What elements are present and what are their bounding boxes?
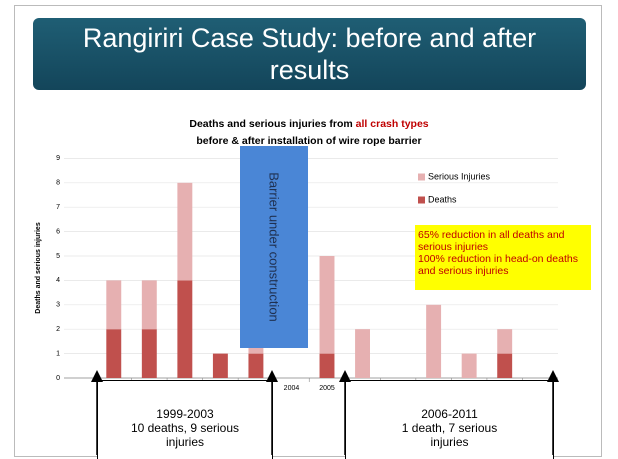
legend-swatch	[418, 196, 425, 204]
chart-title-highlight: all crash types	[356, 118, 429, 130]
note-box: 65% reduction in all deaths and serious …	[415, 225, 591, 290]
y-tick-label: 1	[56, 350, 60, 357]
bar	[106, 280, 122, 330]
y-tick-label: 9	[56, 155, 60, 162]
y-tick-label: 4	[56, 277, 60, 284]
period-range: 2006-2011	[421, 407, 478, 421]
x-tick-label: 2004	[284, 385, 300, 392]
slide-frame	[14, 5, 602, 457]
chart-title: Deaths and serious injuries from all cra…	[189, 118, 428, 130]
slide-title: Rangiriri Case Study: before and after r…	[33, 18, 586, 90]
period-box: 1999-2003 10 deaths, 9 serious injuries	[97, 380, 273, 459]
period-summary: 10 deaths, 9 serious injuries	[130, 421, 240, 449]
bar	[177, 280, 193, 378]
y-tick-label: 3	[56, 302, 60, 309]
bar	[319, 256, 335, 354]
chart-title-text: Deaths and serious injuries from	[189, 118, 352, 130]
bar	[141, 280, 157, 330]
x-tick-label: 2005	[319, 385, 335, 392]
bar	[426, 304, 442, 378]
y-tick-label: 0	[56, 375, 60, 382]
bar	[461, 353, 477, 378]
bar	[319, 353, 335, 378]
y-tick-label: 8	[56, 180, 60, 187]
barrier-box	[240, 146, 308, 348]
period-box: 2006-2011 1 death, 7 serious injuries	[345, 380, 554, 459]
note-line: 65% reduction in all deaths and serious …	[418, 229, 565, 253]
y-tick-label: 7	[56, 204, 60, 211]
legend-label: Deaths	[428, 194, 457, 204]
bar	[212, 353, 228, 378]
bar	[497, 329, 513, 354]
y-tick-label: 5	[56, 253, 60, 260]
bar	[355, 329, 371, 378]
period-summary: 1 death, 7 serious injuries	[401, 421, 498, 449]
legend-label: Serious Injuries	[428, 171, 491, 181]
barrier-label: Barrier under construction	[266, 172, 282, 322]
chart-subtitle: before & after installation of wire rope…	[196, 135, 421, 147]
bar	[497, 353, 513, 378]
note-line: 100% reduction in head-on deaths and ser…	[418, 253, 578, 277]
y-tick-label: 6	[56, 228, 60, 235]
y-tick-label: 2	[56, 326, 60, 333]
legend-swatch	[418, 173, 425, 181]
period-range: 1999-2003	[156, 407, 214, 421]
bar	[248, 353, 264, 378]
bar	[106, 329, 122, 378]
bar	[141, 329, 157, 378]
bar	[177, 182, 193, 281]
y-axis-label: Deaths and serious injuries	[35, 222, 42, 314]
